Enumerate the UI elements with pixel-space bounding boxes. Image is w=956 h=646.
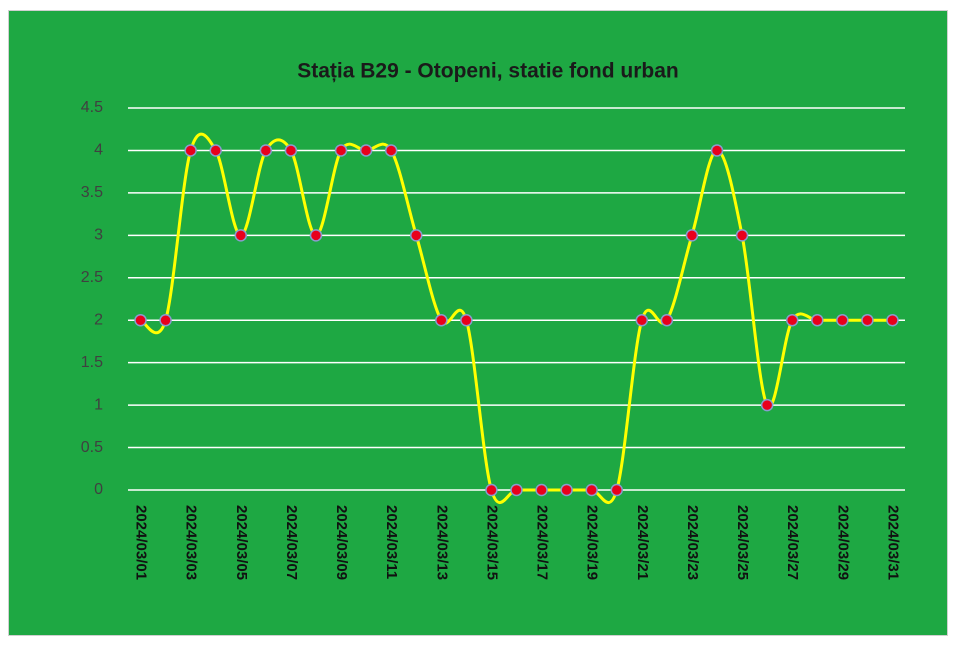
x-tick-label: 2024/03/29 — [834, 505, 851, 580]
marker — [635, 313, 649, 327]
y-tick-label: 0.5 — [81, 439, 103, 456]
marker — [134, 313, 147, 327]
marker — [585, 483, 598, 497]
y-tick-label: 0 — [94, 481, 103, 498]
x-tick-label: 2024/03/11 — [383, 505, 400, 579]
marker — [234, 229, 248, 242]
x-tick-label: 2024/03/09 — [333, 505, 350, 580]
y-tick-label: 3 — [94, 227, 103, 244]
y-tick-label: 1 — [94, 396, 103, 413]
marker — [560, 483, 573, 497]
marker — [284, 144, 298, 157]
y-tick-label: 1.5 — [81, 354, 103, 371]
marker — [435, 313, 448, 327]
marker — [886, 313, 899, 327]
marker — [460, 313, 473, 327]
chart-title: Stația B29 - Otopeni, statie fond urban — [297, 60, 679, 83]
marker — [184, 144, 197, 157]
x-tick-label: 2024/03/17 — [534, 505, 551, 580]
marker — [209, 144, 222, 157]
marker — [485, 483, 498, 497]
marker — [610, 483, 624, 497]
marker — [785, 313, 799, 327]
marker — [309, 229, 323, 242]
marker — [735, 229, 749, 242]
x-tick-label: 2024/03/19 — [584, 505, 601, 580]
x-tick-label: 2024/03/15 — [483, 505, 500, 580]
marker — [861, 313, 874, 327]
x-tick-label: 2024/03/03 — [183, 505, 200, 580]
marker — [510, 483, 523, 497]
x-tick-label: 2024/03/21 — [634, 505, 651, 580]
x-tick-label: 2024/03/25 — [734, 505, 751, 580]
x-tick-label: 2024/03/13 — [433, 505, 450, 580]
x-tick-label: 2024/03/07 — [283, 505, 300, 580]
x-tick-label: 2024/03/23 — [684, 505, 701, 580]
marker — [710, 144, 724, 157]
x-tick-label: 2024/03/05 — [233, 505, 250, 580]
y-tick-label: 4 — [94, 142, 103, 159]
marker — [660, 313, 674, 327]
marker — [685, 229, 699, 242]
x-tick-label: 2024/03/01 — [133, 505, 150, 580]
marker — [259, 144, 273, 157]
marker — [811, 313, 824, 327]
marker — [359, 144, 373, 157]
x-tick-label: 2024/03/27 — [784, 505, 801, 580]
y-tick-label: 2 — [94, 311, 103, 328]
x-tick-label: 2024/03/31 — [884, 505, 901, 580]
marker — [334, 144, 348, 157]
marker — [836, 313, 849, 327]
marker — [409, 229, 423, 242]
marker — [535, 483, 548, 497]
y-tick-label: 4.5 — [81, 99, 103, 116]
y-tick-label: 2.5 — [81, 269, 103, 286]
marker — [384, 144, 398, 157]
marker — [760, 398, 774, 412]
marker — [159, 313, 172, 327]
y-tick-label: 3.5 — [81, 184, 103, 201]
